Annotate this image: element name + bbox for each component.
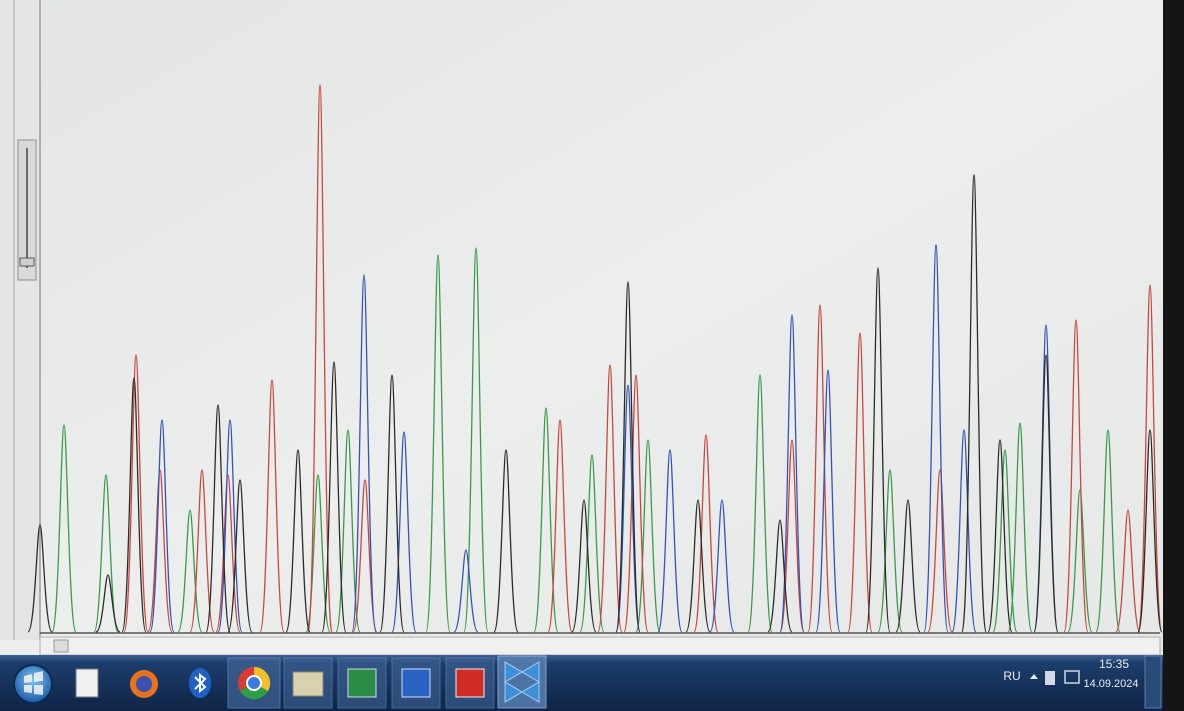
trace-black xyxy=(27,174,1163,633)
trace-blue xyxy=(149,244,1059,633)
bluetooth-symbol xyxy=(194,672,207,694)
window xyxy=(0,0,1165,660)
h-scroll-thumb[interactable] xyxy=(53,639,69,653)
h-scrollbar[interactable] xyxy=(39,636,1161,656)
trace-green xyxy=(51,247,1121,633)
chrome-green xyxy=(240,683,268,700)
windows-logo xyxy=(24,671,43,695)
taskbar-word-slot[interactable] xyxy=(391,657,441,709)
tray-expand[interactable] xyxy=(1030,674,1038,679)
start-button[interactable] xyxy=(13,664,53,704)
taskbar-explorer xyxy=(292,671,324,697)
taskbar-word xyxy=(401,668,431,698)
left-panel xyxy=(0,0,40,640)
taskbar-files[interactable] xyxy=(75,668,99,698)
clock-date[interactable]: 14.09.2024 xyxy=(1083,678,1138,690)
language-indicator[interactable]: RU xyxy=(1003,669,1020,683)
chrome-center xyxy=(246,675,262,691)
trace-red xyxy=(123,84,1163,633)
clock-time[interactable]: 15:35 xyxy=(1099,657,1129,671)
firefox-globe xyxy=(136,676,152,692)
chromatogram xyxy=(27,84,1163,633)
tray-network[interactable] xyxy=(1045,671,1055,685)
show-desktop[interactable] xyxy=(1144,655,1162,709)
zoom-slider-thumb[interactable] xyxy=(19,257,35,267)
taskbar-excel xyxy=(347,668,377,698)
tray-notifications[interactable] xyxy=(1064,670,1080,684)
taskbar-chromas xyxy=(504,661,540,703)
taskbar xyxy=(0,655,1163,711)
taskbar-pdf xyxy=(455,668,485,698)
bezel-right xyxy=(1163,0,1184,711)
